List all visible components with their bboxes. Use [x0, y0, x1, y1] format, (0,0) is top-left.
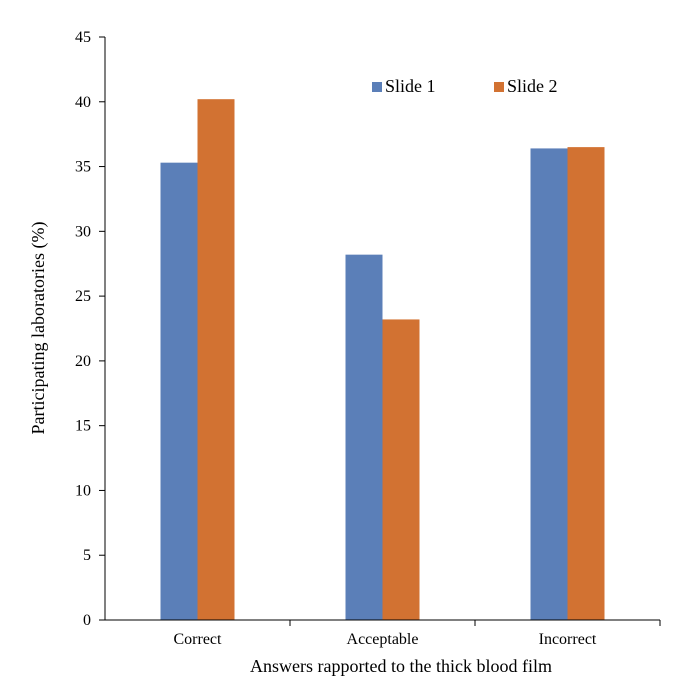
- legend-label: Slide 2: [507, 76, 558, 96]
- y-tick-label: 40: [75, 94, 91, 111]
- y-tick-label: 20: [75, 353, 91, 370]
- bar-slide-2-incorrect: [567, 147, 605, 620]
- bar-slide-2-correct: [197, 99, 235, 621]
- x-tick-label: Incorrect: [539, 631, 597, 648]
- x-tick-label: Acceptable: [347, 631, 419, 648]
- y-tick-label: 15: [75, 418, 91, 435]
- x-tick-label: Correct: [174, 631, 223, 648]
- y-tick-label: 0: [83, 612, 91, 629]
- legend-label: Slide 1: [385, 76, 436, 96]
- bars: [160, 99, 605, 621]
- legend: Slide 1 Slide 2: [372, 76, 558, 96]
- y-tick-label: 45: [75, 29, 91, 46]
- y-tick-label: 10: [75, 482, 91, 499]
- y-tick-label: 5: [83, 547, 91, 564]
- legend-swatch: [372, 82, 382, 92]
- bar-slide-1-incorrect: [530, 148, 568, 620]
- y-tick-label: 30: [75, 223, 91, 240]
- bar-slide-1-correct: [160, 162, 198, 620]
- legend-swatch: [494, 82, 504, 92]
- y-axis-title: Participating laboratories (%): [28, 222, 49, 435]
- x-axis: Correct Acceptable Incorrect: [105, 619, 661, 648]
- y-tick-label: 25: [75, 288, 91, 305]
- bar-slide-2-acceptable: [382, 319, 420, 620]
- y-tick-label: 35: [75, 159, 91, 176]
- y-axis: 0 5 10 15 20 25 30 35 40 45: [75, 29, 106, 629]
- x-axis-title: Answers rapported to the thick blood fil…: [250, 656, 552, 676]
- bar-slide-1-acceptable: [345, 254, 383, 621]
